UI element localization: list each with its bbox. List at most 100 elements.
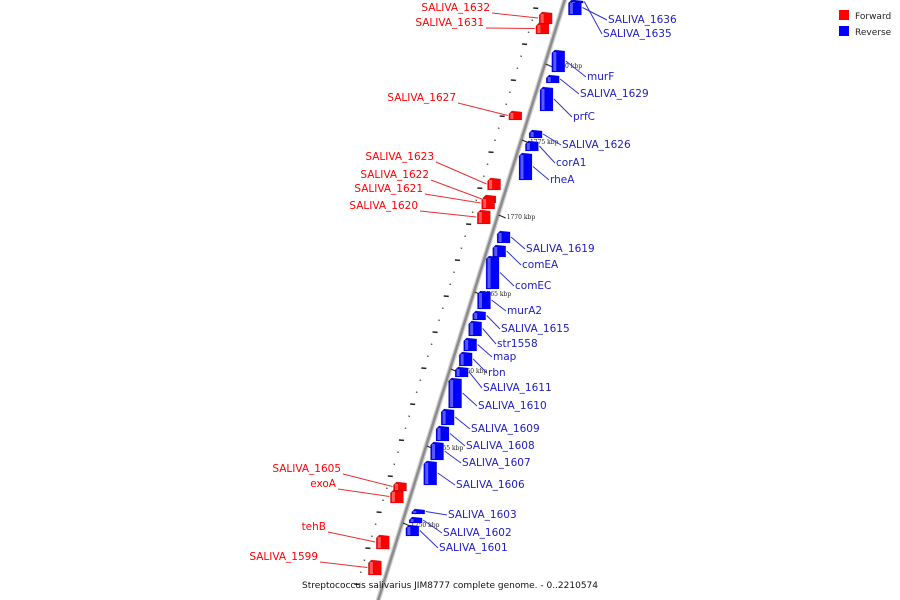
gene-label-saliva-1603[interactable]: SALIVA_1603	[448, 509, 517, 521]
reverse-gene-saliva-1607[interactable]	[430, 441, 444, 461]
reverse-gene-saliva-1629-highlight	[547, 77, 551, 82]
reverse-gene-str1558-highlight	[470, 323, 474, 335]
leader-line	[491, 12, 539, 19]
gene-label-saliva-1609[interactable]: SALIVA_1609	[471, 423, 540, 435]
reverse-genes: SALIVA_1636 SALIVA_1635 murF SALIVA_1629prf…	[405, 0, 677, 554]
gene-label-saliva-1626[interactable]: SALIVA_1626	[562, 139, 631, 151]
forward-gene-tehb[interactable]	[375, 534, 390, 550]
gene-label-saliva-1610[interactable]: SALIVA_1610	[478, 400, 547, 412]
gene-label-prfc[interactable]: prfC	[573, 111, 595, 123]
reverse-gene-saliva-1606[interactable]	[423, 460, 438, 486]
reverse-gene-comec-highlight	[487, 258, 491, 288]
leader-line	[491, 299, 507, 312]
gene-label-rbn[interactable]: rbn	[488, 367, 506, 379]
reverse-gene-mura2[interactable]	[477, 290, 491, 310]
reverse-gene-cora1-highlight	[526, 143, 530, 150]
genome-caption: Streptococcus salivarius JIM8777 complet…	[302, 581, 598, 591]
gene-label-saliva-1602[interactable]: SALIVA_1602	[443, 527, 512, 539]
leader-line	[559, 78, 580, 95]
gene-label-mura2[interactable]: murA2	[507, 305, 542, 317]
reverse-gene-map[interactable]	[463, 337, 477, 352]
gene-label-saliva-1606[interactable]: SALIVA_1606	[456, 479, 525, 491]
reverse-gene-saliva-1626-highlight	[530, 132, 534, 137]
gene-label-rhea[interactable]: rheA	[550, 174, 575, 186]
kbp-label: 1765 kbp	[483, 291, 512, 298]
gene-label-comea[interactable]: comEA	[522, 259, 559, 271]
reverse-gene-saliva-1626[interactable]	[528, 129, 543, 139]
reverse-gene-saliva-1636[interactable]	[568, 0, 582, 16]
reverse-gene-mura2-highlight	[479, 293, 482, 308]
leader-line	[506, 250, 522, 266]
reverse-gene-saliva-1606-highlight	[425, 463, 429, 484]
gene-label-saliva-1635[interactable]: SALIVA_1635	[603, 28, 672, 40]
forward-gene-tehb-highlight	[377, 537, 381, 548]
gene-label-tehb[interactable]: tehB	[302, 521, 326, 533]
reverse-gene-saliva-1615[interactable]	[472, 310, 486, 321]
reverse-gene-cora1[interactable]	[525, 140, 539, 152]
reverse-gene-rhea[interactable]	[518, 152, 533, 181]
forward-gene-saliva-1631[interactable]	[535, 22, 550, 35]
gene-label-saliva-1611[interactable]: SALIVA_1611	[483, 382, 552, 394]
gene-label-saliva-1627[interactable]: SALIVA_1627	[387, 92, 456, 104]
leader-line	[425, 511, 448, 516]
reverse-gene-murf[interactable]	[551, 49, 566, 73]
gene-label-saliva-1619[interactable]: SALIVA_1619	[526, 243, 595, 255]
forward-gene-exoa[interactable]	[390, 489, 404, 504]
gene-label-saliva-1636[interactable]: SALIVA_1636	[608, 14, 677, 26]
forward-gene-saliva-1605[interactable]	[393, 481, 407, 492]
reverse-gene-rbn[interactable]	[458, 351, 473, 367]
kbp-tick	[545, 63, 553, 68]
forward-gene-saliva-1632[interactable]	[538, 11, 553, 25]
leader-line	[539, 145, 556, 164]
gene-label-saliva-1615[interactable]: SALIVA_1615	[501, 323, 570, 335]
reverse-gene-str1558[interactable]	[468, 320, 482, 337]
gene-label-saliva-1599[interactable]: SALIVA_1599	[249, 551, 318, 563]
gene-label-cora1[interactable]: corA1	[556, 157, 586, 169]
gene-label-saliva-1607[interactable]: SALIVA_1607	[462, 457, 531, 469]
backbone-line	[376, 0, 567, 600]
reverse-gene-saliva-1611[interactable]	[454, 366, 469, 378]
forward-gene-saliva-1599[interactable]	[368, 559, 382, 576]
gene-label-saliva-1620[interactable]: SALIVA_1620	[349, 200, 418, 212]
forward-gene-saliva-1620[interactable]	[477, 209, 491, 225]
reverse-gene-saliva-1602[interactable]	[408, 516, 423, 524]
reverse-gene-rbn-highlight	[460, 354, 464, 365]
gene-label-saliva-1629[interactable]: SALIVA_1629	[580, 88, 649, 100]
forward-gene-saliva-1621[interactable]	[481, 196, 495, 210]
gene-label-exoa[interactable]: exoA	[310, 478, 337, 490]
gene-label-saliva-1608[interactable]: SALIVA_1608	[466, 440, 535, 452]
forward-gene-saliva-1627[interactable]	[508, 110, 523, 121]
gene-label-saliva-1632[interactable]: SALIVA_1632	[421, 2, 490, 14]
gene-label-saliva-1622[interactable]: SALIVA_1622	[360, 169, 429, 181]
reverse-gene-saliva-1636-highlight	[569, 2, 573, 14]
reverse-gene-saliva-1601[interactable]	[405, 524, 420, 537]
gene-label-saliva-1605[interactable]: SALIVA_1605	[272, 463, 341, 475]
gene-label-saliva-1623[interactable]: SALIVA_1623	[365, 151, 434, 163]
reverse-gene-saliva-1603[interactable]	[411, 508, 426, 515]
reverse-gene-comec[interactable]	[485, 255, 500, 290]
reverse-gene-saliva-1619[interactable]	[496, 230, 511, 244]
leader-line	[444, 450, 462, 464]
reverse-gene-saliva-1610[interactable]	[448, 377, 462, 409]
reverse-gene-saliva-1635[interactable]	[569, 0, 584, 4]
reverse-gene-prfc[interactable]	[539, 86, 554, 112]
forward-gene-saliva-1623[interactable]	[487, 177, 501, 191]
gene-label-saliva-1621[interactable]: SALIVA_1621	[354, 183, 423, 195]
gene-label-murf[interactable]: murF	[587, 71, 614, 83]
reverse-gene-saliva-1609[interactable]	[440, 408, 455, 426]
reverse-gene-comea[interactable]	[492, 244, 507, 258]
reverse-gene-saliva-1629[interactable]	[545, 74, 560, 84]
gene-label-comec[interactable]: comEC	[515, 280, 551, 292]
leader-line	[582, 7, 608, 21]
leader-line	[468, 371, 483, 389]
leader-line	[510, 236, 526, 250]
leader-line	[449, 433, 466, 447]
reverse-gene-saliva-1608-highlight	[437, 428, 441, 440]
gene-label-saliva-1601[interactable]: SALIVA_1601	[439, 542, 508, 554]
reverse-gene-saliva-1608[interactable]	[435, 425, 450, 442]
forward-gene-saliva-1620-highlight	[478, 212, 482, 223]
gene-label-str1558[interactable]: str1558	[497, 338, 538, 350]
gene-label-saliva-1631[interactable]: SALIVA_1631	[415, 17, 484, 29]
gene-label-map[interactable]: map	[493, 351, 517, 363]
